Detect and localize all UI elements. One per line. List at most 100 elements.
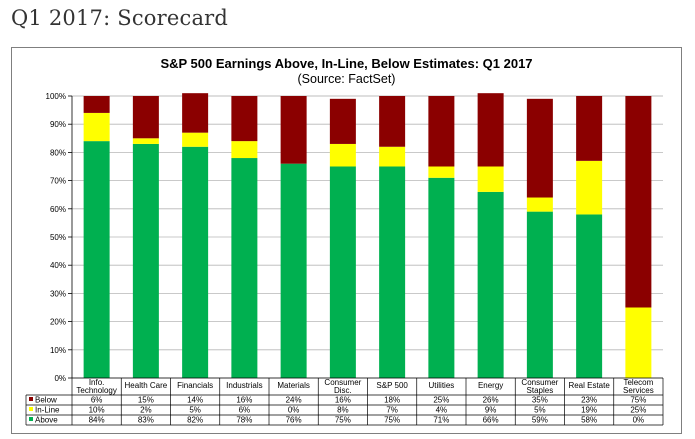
table-cell: 9% (485, 406, 497, 415)
bar-above (83, 141, 110, 378)
legend-swatch (29, 407, 33, 411)
bar-below (132, 96, 159, 139)
bar-above (280, 163, 307, 378)
page-heading: Q1 2017: Scorecard (11, 6, 229, 30)
table-cell: 7% (386, 406, 398, 415)
table-cell: 25% (630, 406, 646, 415)
chart-title: S&P 500 Earnings Above, In-Line, Below E… (160, 56, 532, 71)
y-axis-ticks: 0% 10% 20% 30% 40% 50% 60% 70% 80% 90% 100% (46, 92, 73, 383)
table-cell: 2% (140, 406, 152, 415)
category-label: S&P 500 (376, 381, 408, 390)
data-table: Info.Technology Health Care Financials Indu… (25, 377, 664, 426)
table-cell: 35% (532, 396, 548, 405)
table-cell: 0% (633, 416, 645, 425)
category-label: Consumer (324, 378, 361, 387)
y-tick-label: 0% (54, 374, 66, 383)
table-cell: 5% (534, 406, 546, 415)
bar-below (625, 96, 652, 308)
table-cell: 59% (532, 416, 548, 425)
legend-swatch (29, 417, 33, 421)
y-tick-label: 40% (50, 261, 66, 270)
table-cell: 84% (89, 416, 105, 425)
legend-label: Below (35, 396, 57, 405)
category-label: Consumer (521, 378, 558, 387)
bar-above (231, 158, 258, 378)
y-tick-label: 30% (50, 289, 66, 298)
bar-in-line (231, 141, 258, 159)
table-cell: 0% (288, 406, 300, 415)
table-cell: 66% (483, 416, 499, 425)
table-cell: 82% (187, 416, 203, 425)
bar-above (182, 146, 209, 378)
category-label: Energy (478, 381, 503, 390)
category-label: Real Estate (568, 381, 610, 390)
category-label: Financials (177, 381, 213, 390)
bar-in-line (576, 160, 603, 215)
bar-above (379, 166, 406, 378)
chart-subtitle: (Source: FactSet) (298, 72, 396, 86)
table-cell: 75% (630, 396, 646, 405)
bar-in-line (428, 166, 455, 178)
table-cell: 19% (581, 406, 597, 415)
table-cell: 16% (335, 396, 351, 405)
bar-in-line (526, 197, 553, 212)
y-tick-label: 70% (50, 177, 66, 186)
bar-below (231, 96, 258, 142)
y-tick-label: 20% (50, 318, 66, 327)
bar-in-line (132, 138, 159, 144)
category-label: Technology (76, 386, 116, 395)
category-label: Industrials (226, 381, 262, 390)
bar-above (132, 143, 159, 378)
table-cell: 76% (286, 416, 302, 425)
bar-in-line (182, 132, 209, 147)
bar-below (428, 96, 455, 167)
table-cell: 8% (337, 406, 349, 415)
category-label: Info. (89, 378, 105, 387)
bar-above (329, 166, 356, 378)
chart-frame: S&P 500 Earnings Above, In-Line, Below E… (11, 47, 682, 434)
table-cell: 58% (581, 416, 597, 425)
bar-in-line (625, 307, 652, 378)
bar-in-line (83, 112, 110, 142)
category-label: Disc. (334, 386, 352, 395)
table-cell: 23% (581, 396, 597, 405)
bar-above (477, 191, 504, 378)
category-label: Services (623, 386, 654, 395)
y-tick-label: 80% (50, 148, 66, 157)
y-tick-label: 100% (46, 92, 66, 101)
bar-in-line (379, 146, 406, 167)
bar-above (428, 177, 455, 378)
bar-below (576, 96, 603, 161)
y-tick-label: 10% (50, 346, 66, 355)
table-cell: 15% (138, 396, 154, 405)
legend-label: Above (35, 416, 58, 425)
table-cell: 6% (239, 406, 251, 415)
gridlines (72, 95, 663, 379)
table-cell: 10% (89, 406, 105, 415)
y-tick-label: 50% (50, 233, 66, 242)
bar-below (83, 96, 110, 113)
table-cell: 26% (483, 396, 499, 405)
y-tick-label: 90% (50, 120, 66, 129)
table-cell: 5% (189, 406, 201, 415)
y-tick-label: 60% (50, 205, 66, 214)
table-cell: 14% (187, 396, 203, 405)
category-label: Materials (277, 381, 309, 390)
bar-below (477, 93, 504, 167)
bar-below (379, 96, 406, 147)
bar-above (526, 211, 553, 378)
bar-below (182, 93, 209, 133)
table-cell: 4% (436, 406, 448, 415)
table-cell: 6% (91, 396, 103, 405)
legend-swatch (29, 397, 33, 401)
category-label: Health Care (125, 381, 168, 390)
bar-above (576, 214, 603, 378)
table-cell: 25% (433, 396, 449, 405)
category-label: Utilities (428, 381, 454, 390)
table-cell: 16% (236, 396, 252, 405)
table-cell: 78% (236, 416, 252, 425)
bar-below (526, 98, 553, 198)
table-cell: 71% (433, 416, 449, 425)
legend-label: In-Line (35, 406, 60, 415)
bars (83, 93, 652, 378)
